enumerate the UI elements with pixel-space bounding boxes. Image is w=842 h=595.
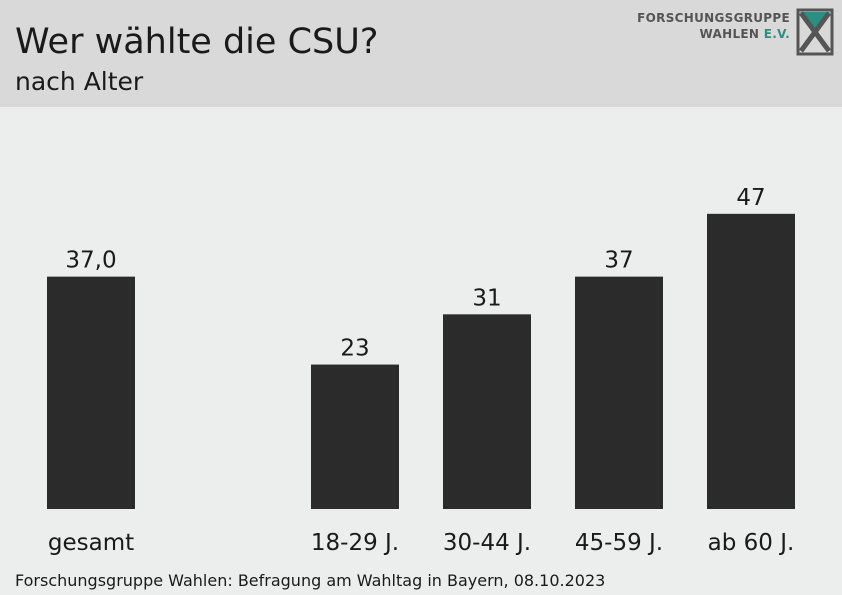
logo-line-2: WAHLEN E.V. xyxy=(637,26,790,42)
bar-4 xyxy=(707,213,795,509)
logo-text: FORSCHUNGSGRUPPE WAHLEN E.V. xyxy=(637,10,790,42)
value-label-3: 37 xyxy=(604,248,633,274)
chart-title: Wer wählte die CSU? xyxy=(15,22,379,62)
value-label-0: 37,0 xyxy=(65,248,116,274)
logo-line-1: FORSCHUNGSGRUPPE xyxy=(637,11,790,25)
bar-3 xyxy=(575,276,663,509)
logo-line-2-accent: E.V. xyxy=(763,27,790,41)
bar-1 xyxy=(311,364,399,509)
x-logo-icon xyxy=(796,8,834,56)
category-label-2: 30-44 J. xyxy=(443,530,531,556)
category-label-1: 18-29 J. xyxy=(311,530,399,556)
source-note: Forschungsgruppe Wahlen: Befragung am Wa… xyxy=(15,571,606,590)
value-label-4: 47 xyxy=(736,185,765,211)
header-band: Wer wählte die CSU? nach Alter FORSCHUNG… xyxy=(0,0,842,107)
category-label-3: 45-59 J. xyxy=(575,530,663,556)
category-label-4: ab 60 J. xyxy=(708,530,795,556)
bar-0 xyxy=(47,276,135,509)
category-label-0: gesamt xyxy=(48,530,134,556)
logo-line-2-main: WAHLEN xyxy=(699,27,760,41)
chart-subtitle: nach Alter xyxy=(15,67,144,96)
bar-2 xyxy=(443,314,531,509)
value-label-1: 23 xyxy=(340,336,369,362)
bar-chart: 37,0 gesamt 23 18-29 J. 31 30-44 J. 37 45-59 J.… xyxy=(47,185,795,556)
value-label-2: 31 xyxy=(472,285,501,311)
